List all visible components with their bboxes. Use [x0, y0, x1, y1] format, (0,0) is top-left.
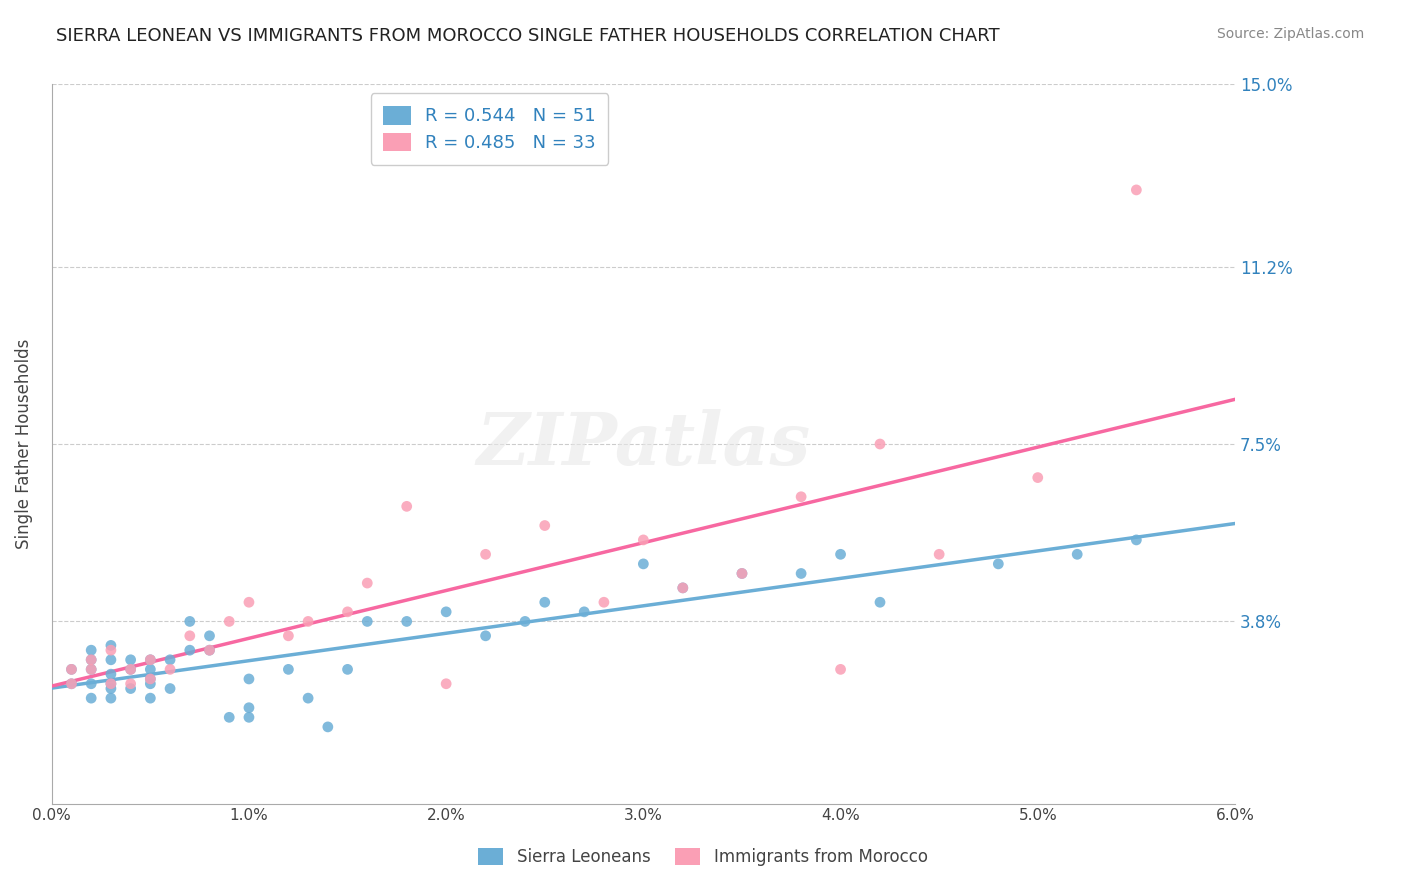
Legend: Sierra Leoneans, Immigrants from Morocco: Sierra Leoneans, Immigrants from Morocco [470, 840, 936, 875]
Text: SIERRA LEONEAN VS IMMIGRANTS FROM MOROCCO SINGLE FATHER HOUSEHOLDS CORRELATION C: SIERRA LEONEAN VS IMMIGRANTS FROM MOROCC… [56, 27, 1000, 45]
Point [100, 691, 122, 706]
Point [159, 653, 181, 667]
Point [336, 605, 359, 619]
Point [395, 615, 418, 629]
Point [434, 677, 457, 691]
Point [238, 700, 260, 714]
Point [928, 547, 950, 561]
Point [80, 643, 103, 657]
Point [1066, 547, 1088, 561]
Point [238, 595, 260, 609]
Point [120, 681, 142, 696]
Point [139, 653, 162, 667]
Point [139, 653, 162, 667]
Point [80, 662, 103, 676]
Point [139, 677, 162, 691]
Point [80, 653, 103, 667]
Point [218, 615, 240, 629]
Point [434, 605, 457, 619]
Point [533, 518, 555, 533]
Point [1125, 183, 1147, 197]
Point [80, 691, 103, 706]
Point [100, 653, 122, 667]
Point [238, 672, 260, 686]
Point [139, 672, 162, 686]
Point [198, 629, 221, 643]
Point [60, 677, 83, 691]
Point [238, 710, 260, 724]
Point [60, 677, 83, 691]
Point [80, 662, 103, 676]
Point [60, 662, 83, 676]
Point [277, 662, 299, 676]
Point [100, 639, 122, 653]
Point [120, 662, 142, 676]
Point [100, 643, 122, 657]
Point [120, 662, 142, 676]
Point [513, 615, 536, 629]
Point [869, 595, 891, 609]
Point [179, 643, 201, 657]
Point [474, 629, 496, 643]
Point [1125, 533, 1147, 547]
Point [633, 533, 655, 547]
Point [159, 681, 181, 696]
Point [474, 547, 496, 561]
Point [100, 667, 122, 681]
Point [100, 677, 122, 691]
Y-axis label: Single Father Households: Single Father Households [15, 339, 32, 549]
Point [336, 662, 359, 676]
Point [139, 662, 162, 676]
Point [100, 677, 122, 691]
Point [120, 677, 142, 691]
Point [297, 615, 319, 629]
Point [1026, 470, 1049, 484]
Point [672, 581, 695, 595]
Point [198, 643, 221, 657]
Point [100, 681, 122, 696]
Text: ZIPatlas: ZIPatlas [477, 409, 810, 480]
Point [356, 615, 378, 629]
Point [790, 566, 813, 581]
Point [869, 437, 891, 451]
Point [731, 566, 754, 581]
Point [672, 581, 695, 595]
Point [316, 720, 339, 734]
Point [830, 547, 852, 561]
Point [80, 677, 103, 691]
Point [218, 710, 240, 724]
Point [198, 643, 221, 657]
Point [179, 629, 201, 643]
Point [633, 557, 655, 571]
Point [987, 557, 1010, 571]
Point [533, 595, 555, 609]
Point [139, 672, 162, 686]
Point [574, 605, 596, 619]
Point [60, 662, 83, 676]
Point [179, 615, 201, 629]
Point [830, 662, 852, 676]
Point [790, 490, 813, 504]
Point [139, 691, 162, 706]
Point [120, 653, 142, 667]
Point [395, 500, 418, 514]
Point [277, 629, 299, 643]
Legend: R = 0.544   N = 51, R = 0.485   N = 33: R = 0.544 N = 51, R = 0.485 N = 33 [371, 94, 609, 165]
Point [356, 576, 378, 591]
Point [297, 691, 319, 706]
Point [80, 653, 103, 667]
Point [593, 595, 616, 609]
Point [159, 662, 181, 676]
Text: Source: ZipAtlas.com: Source: ZipAtlas.com [1216, 27, 1364, 41]
Point [731, 566, 754, 581]
